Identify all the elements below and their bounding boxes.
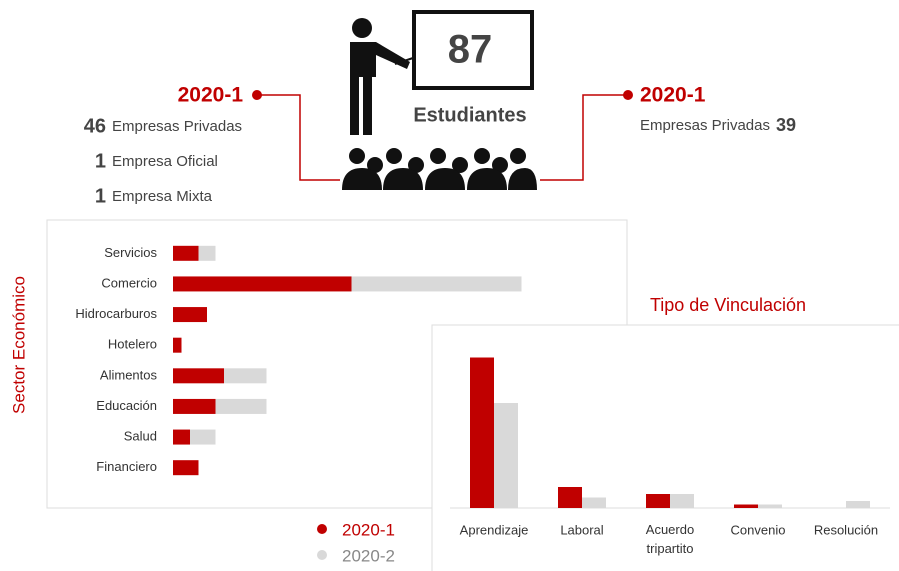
bar <box>494 403 518 508</box>
bar <box>173 245 199 261</box>
category-label: Educación <box>96 398 157 413</box>
students-count: 87 <box>448 28 493 72</box>
item-count: 46 <box>84 115 106 137</box>
item-label: Empresa Mixta <box>112 188 213 205</box>
bar <box>173 460 199 476</box>
bar <box>173 429 190 445</box>
right-dot <box>623 90 633 100</box>
item-count: 1 <box>95 185 106 207</box>
bar <box>215 398 267 414</box>
bar <box>224 368 267 384</box>
bar <box>173 307 207 323</box>
teacher-icon <box>350 18 414 135</box>
bar <box>173 368 224 384</box>
item-count: 1 <box>95 150 106 172</box>
legend-label: 2020-2 <box>342 546 395 565</box>
left-dot <box>252 90 262 100</box>
bar <box>582 497 606 508</box>
right-count: 39 <box>776 115 796 135</box>
category-label: Comercio <box>101 275 157 290</box>
right-connector <box>540 94 626 181</box>
left-connector <box>258 94 340 181</box>
bar <box>670 494 694 508</box>
category-label: Hotelero <box>108 337 157 352</box>
right-label: Empresas Privadas <box>640 117 770 134</box>
category-label: Financiero <box>96 459 157 474</box>
bar <box>734 504 758 508</box>
category-label: Servicios <box>104 245 157 260</box>
item-label: Empresas Privadas <box>112 118 242 135</box>
right-period: 2020-1 <box>640 84 706 107</box>
chart-title: Tipo de Vinculación <box>650 295 806 315</box>
category-label: Convenio <box>731 522 786 537</box>
people-icon <box>342 148 537 190</box>
legend-label: 2020-1 <box>342 520 395 539</box>
legend-swatch <box>317 550 327 560</box>
legend-swatch <box>317 524 327 534</box>
category-label: Acuerdo tripartito <box>646 522 694 556</box>
bar <box>198 245 216 261</box>
category-label: Hidrocarburos <box>75 306 157 321</box>
students-label: Estudiantes <box>413 104 526 126</box>
bar <box>558 487 582 508</box>
y-axis-label: Sector Económico <box>9 276 28 414</box>
category-label: Laboral <box>560 522 603 537</box>
bar <box>173 276 352 292</box>
category-label: Alimentos <box>100 367 158 382</box>
category-label: Resolución <box>814 522 878 537</box>
category-label: Aprendizaje <box>460 522 529 537</box>
bar <box>173 398 216 414</box>
left-period: 2020-1 <box>178 84 244 107</box>
bar <box>173 337 182 353</box>
bar <box>190 429 216 445</box>
bar <box>758 504 782 508</box>
category-label: Salud <box>124 429 157 444</box>
item-label: Empresa Oficial <box>112 153 218 170</box>
bar <box>846 501 870 508</box>
bar <box>470 357 494 508</box>
bar <box>351 276 522 292</box>
bar <box>646 494 670 508</box>
board <box>412 10 534 90</box>
